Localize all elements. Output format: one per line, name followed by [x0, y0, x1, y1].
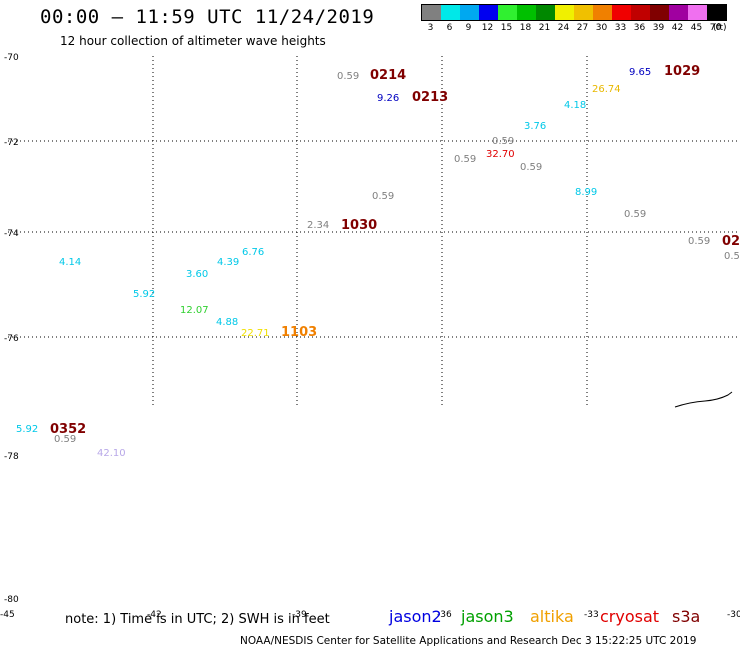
page-subtitle: 12 hour collection of altimeter wave hei…: [60, 34, 326, 48]
legend-swatch: [441, 5, 460, 20]
legend-labels: 3 6 9 12 15 18 21 24 27 30 33 36 39 42 45 70: [421, 23, 727, 33]
legend-label: 24: [557, 23, 570, 33]
legend-label: 70: [709, 23, 722, 33]
satellite-legend-cryosat: cryosat: [600, 607, 660, 626]
legend-label: 27: [576, 23, 589, 33]
satellite-legend-altika: altika: [530, 607, 574, 626]
longitude-label: -36: [437, 610, 452, 620]
coastline: [674, 391, 733, 408]
wave-height-label: 42.10: [97, 448, 126, 459]
time-label: 0214: [370, 68, 406, 83]
longitude-label: -39: [292, 610, 307, 620]
wave-height-label: 0.59: [337, 71, 359, 82]
time-label: 1029: [664, 64, 700, 79]
wave-height-label: 0.59: [372, 191, 394, 202]
wave-height-label: 22.71: [241, 328, 270, 339]
satellite-legend-jason3: jason3: [461, 607, 514, 626]
legend-swatch: [593, 5, 612, 20]
legend-swatch: [688, 5, 707, 20]
wave-height-label: 3.76: [524, 121, 546, 132]
legend-swatch: [498, 5, 517, 20]
legend-swatch: [536, 5, 555, 20]
legend-label: 6: [446, 23, 453, 33]
longitude-label: -42: [147, 610, 162, 620]
wave-height-label: 3.60: [186, 269, 208, 280]
legend-label: 15: [500, 23, 513, 33]
time-label: 0352: [50, 422, 86, 437]
legend-swatch: [460, 5, 479, 20]
wave-height-label: 0.5: [724, 251, 740, 262]
credit-line: NOAA/NESDIS Center for Satellite Applica…: [240, 635, 697, 647]
legend-swatch: [574, 5, 593, 20]
longitude-label: -45: [0, 610, 15, 620]
wave-height-label: 0.59: [688, 236, 710, 247]
legend-swatch: [650, 5, 669, 20]
wave-height-label: 0.59: [492, 136, 514, 147]
legend-label: 9: [465, 23, 472, 33]
wave-height-label: 32.70: [486, 149, 515, 160]
wave-height-label: 4.14: [59, 257, 81, 268]
wave-height-label: 26.74: [592, 84, 621, 95]
satellite-legend-s3a: s3a: [672, 607, 701, 626]
legend-swatch: [479, 5, 498, 20]
wave-height-label: 6.76: [242, 247, 264, 258]
time-label: 1103: [281, 325, 317, 340]
wave-height-label: 12.07: [180, 305, 209, 316]
wave-height-label: 0.59: [454, 154, 476, 165]
legend-swatch: [707, 5, 726, 20]
satellite-legend-jason2: jason2: [389, 607, 442, 626]
legend-label: 42: [671, 23, 684, 33]
legend-label: 12: [481, 23, 494, 33]
legend-label: 36: [633, 23, 646, 33]
legend-swatch: [422, 5, 441, 20]
latitude-label: -76: [4, 334, 19, 344]
latitude-label: -72: [4, 138, 19, 148]
legend-label: 39: [652, 23, 665, 33]
wave-height-label: 0.59: [624, 209, 646, 220]
wave-height-label: 8.99: [575, 187, 597, 198]
legend-label: 33: [614, 23, 627, 33]
longitude-label: -33: [584, 610, 599, 620]
longitude-label: -30: [727, 610, 740, 620]
latitude-label: -74: [4, 229, 19, 239]
wave-height-label: 9.65: [629, 67, 651, 78]
wave-height-label: 9.26: [377, 93, 399, 104]
legend-label: 18: [519, 23, 532, 33]
time-label: 1030: [341, 218, 377, 233]
wave-height-label: 4.18: [564, 100, 586, 111]
wave-height-label: 4.88: [216, 317, 238, 328]
legend-swatch: [612, 5, 631, 20]
time-label: 02: [722, 234, 740, 249]
wave-height-label: 0.59: [520, 162, 542, 173]
wave-height-label: 4.39: [217, 257, 239, 268]
legend-label: 3: [427, 23, 434, 33]
wave-height-legend: 3 6 9 12 15 18 21 24 27 30 33 36 39 42 45 70 (ft): [421, 4, 727, 33]
wave-height-label: 5.92: [16, 424, 38, 435]
legend-swatch: [555, 5, 574, 20]
wave-height-label: 2.34: [307, 220, 329, 231]
legend-swatch: [631, 5, 650, 20]
footer-note: note: 1) Time is in UTC; 2) SWH is in fe…: [65, 612, 330, 627]
legend-unit: (ft): [713, 23, 727, 33]
legend-swatch: [517, 5, 536, 20]
legend-swatches: [421, 4, 727, 21]
page-title: 00:00 — 11:59 UTC 11/24/2019: [40, 6, 375, 28]
latitude-label: -78: [4, 452, 19, 462]
wave-height-label: 0.59: [54, 434, 76, 445]
time-label: 0213: [412, 90, 448, 105]
legend-label: 30: [595, 23, 608, 33]
wave-height-label: 5.92: [133, 289, 155, 300]
latitude-label: -80: [4, 595, 19, 605]
legend-swatch: [669, 5, 688, 20]
legend-label: 21: [538, 23, 551, 33]
latitude-label: -70: [4, 53, 19, 63]
legend-label: 45: [690, 23, 703, 33]
